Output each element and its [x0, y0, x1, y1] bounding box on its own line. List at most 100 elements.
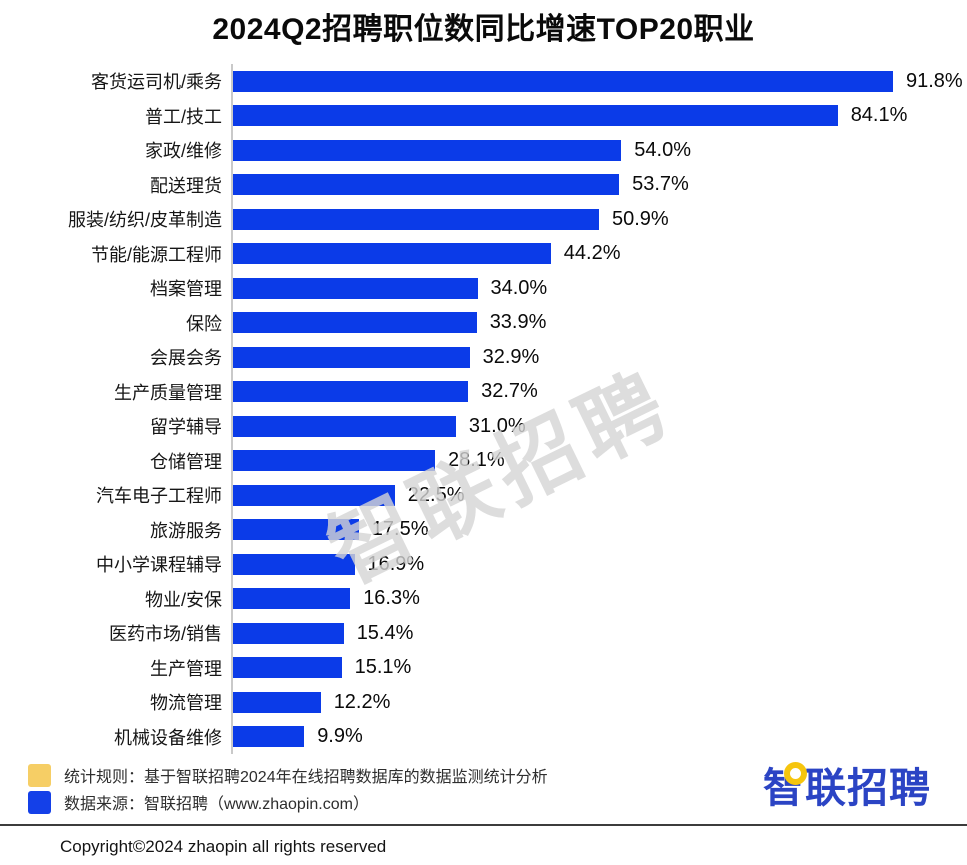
zhaopin-logo: 智联招聘 — [763, 762, 945, 809]
bar — [233, 105, 838, 127]
value-label: 50.9% — [612, 207, 669, 230]
bar-row: 旅游服务 17.5% — [0, 512, 967, 547]
bar — [233, 174, 620, 196]
value-label: 32.9% — [482, 345, 540, 368]
category-label: 中小学课程辅导 — [96, 555, 222, 576]
bar — [233, 657, 342, 679]
value-label: 22.5% — [407, 483, 465, 506]
legend: 统计规则：基于智联招聘2024年在线招聘数据库的数据监测统计分析 数据来源：智联… — [28, 760, 548, 817]
category-label: 机械设备维修 — [114, 727, 222, 748]
category-label: 普工/技工 — [144, 106, 222, 127]
bar — [233, 208, 599, 230]
category-label: 汽车电子工程师 — [96, 486, 222, 507]
bar — [233, 691, 321, 713]
bar-track: 15.1% — [231, 650, 967, 685]
category-label: 生产质量管理 — [114, 382, 222, 403]
value-label: 15.1% — [354, 656, 412, 679]
legend-text-data-source: 数据来源：智联招聘（www.zhaopin.com） — [64, 796, 369, 813]
bar-track: 22.5% — [231, 478, 967, 513]
bar-row: 服装/纺织/皮革制造 50.9% — [0, 202, 967, 237]
logo-ring-icon — [784, 762, 807, 785]
bar — [233, 139, 622, 161]
value-label: 34.0% — [490, 276, 548, 299]
legend-swatch-blue-icon — [28, 790, 51, 814]
legend-text-stat-rule: 统计规则：基于智联招聘2024年在线招聘数据库的数据监测统计分析 — [64, 769, 548, 786]
value-label: 17.5% — [371, 518, 429, 541]
bar-row: 机械设备维修 9.9% — [0, 719, 967, 754]
bar-track: 44.2% — [231, 236, 967, 271]
legend-item-data-source: 数据来源：智联招聘（www.zhaopin.com） — [28, 790, 548, 814]
value-label: 16.9% — [367, 552, 425, 575]
bar-track: 12.2% — [231, 685, 967, 720]
bar-row: 中小学课程辅导 16.9% — [0, 547, 967, 582]
bar-track: 91.8% — [231, 64, 967, 99]
bar-track: 33.9% — [231, 305, 967, 340]
category-label: 生产管理 — [150, 658, 222, 679]
value-label: 91.8% — [906, 69, 963, 92]
bar-track: 50.9% — [231, 202, 967, 237]
value-label: 28.1% — [448, 449, 505, 472]
bar — [233, 450, 435, 472]
bar-row: 物流管理 12.2% — [0, 685, 967, 720]
value-label: 32.7% — [481, 380, 538, 403]
bar-track: 53.7% — [231, 167, 967, 202]
bar-track: 16.3% — [231, 581, 967, 616]
bar-track: 34.0% — [231, 271, 967, 306]
value-label: 44.2% — [563, 242, 621, 265]
bar-track: 16.9% — [231, 547, 967, 582]
legend-swatch-yellow-icon — [28, 763, 51, 787]
bar-row: 节能/能源工程师 44.2% — [0, 236, 967, 271]
chart-title: 2024Q2招聘职位数同比增速TOP20职业 — [212, 13, 755, 46]
category-label: 物业/安保 — [144, 589, 222, 610]
bar-chart: 客货运司机/乘务 91.8% 普工/技工 84.1% 家政/维修 54.0% 配送理货 53.… — [0, 64, 967, 754]
bar — [233, 381, 469, 403]
bar-row: 普工/技工 84.1% — [0, 98, 967, 133]
category-label: 仓储管理 — [150, 451, 222, 472]
bar-track: 32.7% — [231, 374, 967, 409]
value-label: 31.0% — [468, 414, 526, 437]
bar — [233, 70, 893, 92]
bar — [233, 519, 359, 541]
bar — [233, 553, 355, 575]
bar-row: 会展会务 32.9% — [0, 340, 967, 375]
category-label: 家政/维修 — [144, 141, 222, 162]
category-label: 物流管理 — [150, 693, 222, 714]
bar-track: 84.1% — [231, 98, 967, 133]
category-label: 医药市场/销售 — [108, 624, 222, 645]
value-label: 12.2% — [333, 690, 391, 713]
category-label: 客货运司机/乘务 — [90, 72, 222, 93]
category-label: 会展会务 — [150, 348, 222, 369]
bar — [233, 484, 395, 506]
value-label: 9.9% — [317, 725, 363, 748]
category-label: 节能/能源工程师 — [90, 244, 222, 265]
value-label: 15.4% — [356, 621, 414, 644]
bar — [233, 622, 344, 644]
bar-track: 15.4% — [231, 616, 967, 651]
bar — [233, 243, 551, 265]
value-label: 54.0% — [634, 138, 692, 161]
value-label: 53.7% — [632, 173, 689, 196]
bar-row: 物业/安保 16.3% — [0, 581, 967, 616]
legend-item-stat-rule: 统计规则：基于智联招聘2024年在线招聘数据库的数据监测统计分析 — [28, 763, 548, 787]
bar-row: 保险 33.9% — [0, 305, 967, 340]
bar-row: 生产质量管理 32.7% — [0, 374, 967, 409]
bar-track: 28.1% — [231, 443, 967, 478]
value-label: 16.3% — [363, 587, 420, 610]
bar-row: 留学辅导 31.0% — [0, 409, 967, 444]
bar — [233, 346, 470, 368]
bar — [233, 415, 456, 437]
bar-track: 9.9% — [231, 719, 967, 754]
category-label: 保险 — [186, 313, 222, 334]
bar — [233, 588, 351, 610]
bar-row: 档案管理 34.0% — [0, 271, 967, 306]
bar-track: 17.5% — [231, 512, 967, 547]
category-label: 服装/纺织/皮革制造 — [67, 210, 222, 231]
bar-track: 32.9% — [231, 340, 967, 375]
category-label: 旅游服务 — [150, 520, 222, 541]
bar-row: 医药市场/销售 15.4% — [0, 616, 967, 651]
bar-row: 家政/维修 54.0% — [0, 133, 967, 168]
bar — [233, 312, 477, 334]
footer: 统计规则：基于智联招聘2024年在线招聘数据库的数据监测统计分析 数据来源：智联… — [0, 754, 967, 817]
bar-row: 汽车电子工程师 22.5% — [0, 478, 967, 513]
